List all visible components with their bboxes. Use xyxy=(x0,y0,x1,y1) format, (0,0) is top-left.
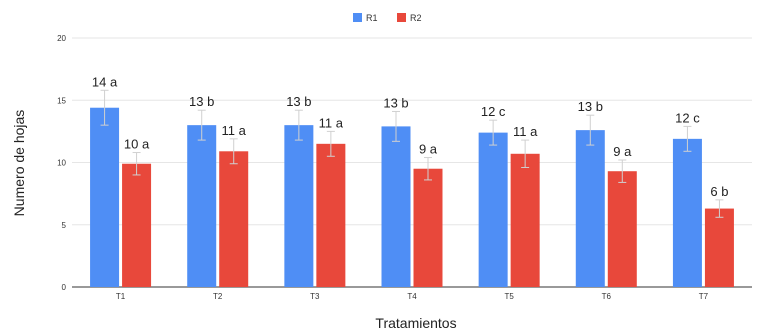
x-tick-labels: T1 T2 T3 T4 T5 T6 T7 xyxy=(116,292,709,301)
bar-r1-t6 xyxy=(575,130,605,287)
error-bars xyxy=(100,89,724,218)
bars xyxy=(90,107,734,288)
bar-r2-t3 xyxy=(316,143,346,287)
x-tick-label: T7 xyxy=(699,292,709,301)
data-label-r2-t5: 11 a xyxy=(513,124,538,139)
bar-r2-t6 xyxy=(607,171,637,287)
data-label-r2-t6: 9 a xyxy=(613,144,632,159)
x-tick-label: T3 xyxy=(310,292,320,301)
bar-r1-t7 xyxy=(672,138,702,287)
legend-swatch-r1 xyxy=(353,13,362,22)
bar-r1-t5 xyxy=(478,132,508,287)
data-label-r1-t3: 13 b xyxy=(286,94,311,109)
data-label-r2-t1: 10 a xyxy=(124,137,150,152)
y-tick-labels: 0 5 10 15 20 xyxy=(57,34,66,292)
bar-r1-t2 xyxy=(187,125,217,288)
x-axis-title: Tratamientos xyxy=(375,315,456,331)
bar-r2-t5 xyxy=(510,153,540,287)
bar-r1-t3 xyxy=(284,125,314,288)
y-axis-title: Numero de hojas xyxy=(11,110,27,217)
y-tick-label: 0 xyxy=(62,283,67,292)
bar-r1-t1 xyxy=(90,107,120,287)
x-tick-label: T4 xyxy=(407,292,417,301)
data-label-r1-t4: 13 b xyxy=(383,95,408,110)
gridlines xyxy=(72,37,752,288)
legend-label-r1: R1 xyxy=(366,13,378,23)
data-label-r2-t7: 6 b xyxy=(710,184,728,199)
x-tick-label: T5 xyxy=(504,292,514,301)
legend-label-r2: R2 xyxy=(410,13,422,23)
data-label-r2-t3: 11 a xyxy=(319,115,344,130)
x-tick-label: T2 xyxy=(213,292,223,301)
data-label-r2-t2: 11 a xyxy=(222,123,247,138)
data-label-r1-t6: 13 b xyxy=(578,99,603,114)
data-labels: 14 a 10 a 13 b 11 a 13 b 11 a 13 b 9 a 12 c 11 a 1… xyxy=(92,74,729,199)
data-label-r1-t7: 12 c xyxy=(675,110,700,125)
y-tick-label: 15 xyxy=(57,96,66,105)
y-tick-label: 20 xyxy=(57,34,66,43)
y-tick-label: 10 xyxy=(57,159,66,168)
data-label-r1-t5: 12 c xyxy=(481,104,506,119)
data-label-r1-t1: 14 a xyxy=(92,74,118,89)
data-label-r1-t2: 13 b xyxy=(189,94,214,109)
bar-r2-t4 xyxy=(413,168,443,287)
bar-r2-t7 xyxy=(704,208,734,287)
y-tick-label: 5 xyxy=(62,221,67,230)
legend: R1 R2 xyxy=(353,13,422,23)
bar-r1-t4 xyxy=(381,126,411,288)
bar-r2-t2 xyxy=(219,151,249,287)
data-label-r2-t4: 9 a xyxy=(419,142,438,157)
x-tick-label: T1 xyxy=(116,292,126,301)
legend-swatch-r2 xyxy=(397,13,406,22)
bar-r2-t1 xyxy=(122,163,152,287)
x-tick-label: T6 xyxy=(602,292,612,301)
